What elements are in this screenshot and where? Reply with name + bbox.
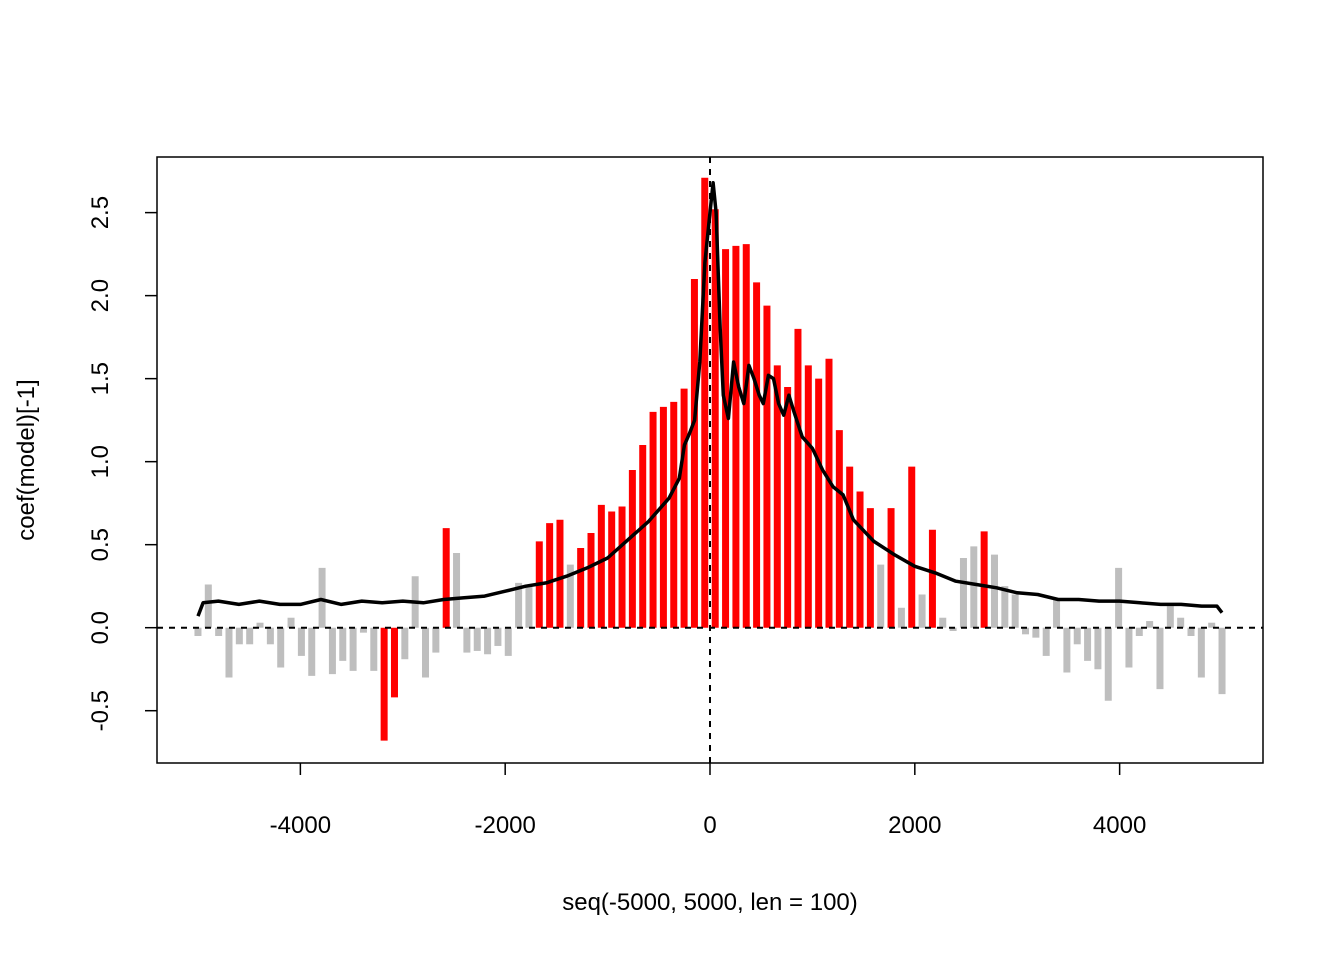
x-tick-label: 0 bbox=[703, 812, 716, 839]
y-tick-label: 0.0 bbox=[87, 611, 114, 644]
x-axis-label: seq(-5000, 5000, len = 100) bbox=[562, 889, 858, 916]
y-axis-label: coef(model)[-1] bbox=[13, 379, 40, 540]
y-tick-label: 1.5 bbox=[87, 362, 114, 395]
x-tick-label: -4000 bbox=[270, 812, 331, 839]
x-tick-label: 2000 bbox=[888, 812, 941, 839]
y-tick-label: -0.5 bbox=[87, 690, 114, 731]
y-tick-label: 2.5 bbox=[87, 196, 114, 229]
smooth-line bbox=[196, 180, 1224, 617]
y-tick-label: 1.0 bbox=[87, 445, 114, 478]
y-tick-label: 0.5 bbox=[87, 528, 114, 561]
x-tick-label: 4000 bbox=[1093, 812, 1146, 839]
x-tick-label: -2000 bbox=[474, 812, 535, 839]
y-tick-label: 2.0 bbox=[87, 279, 114, 312]
